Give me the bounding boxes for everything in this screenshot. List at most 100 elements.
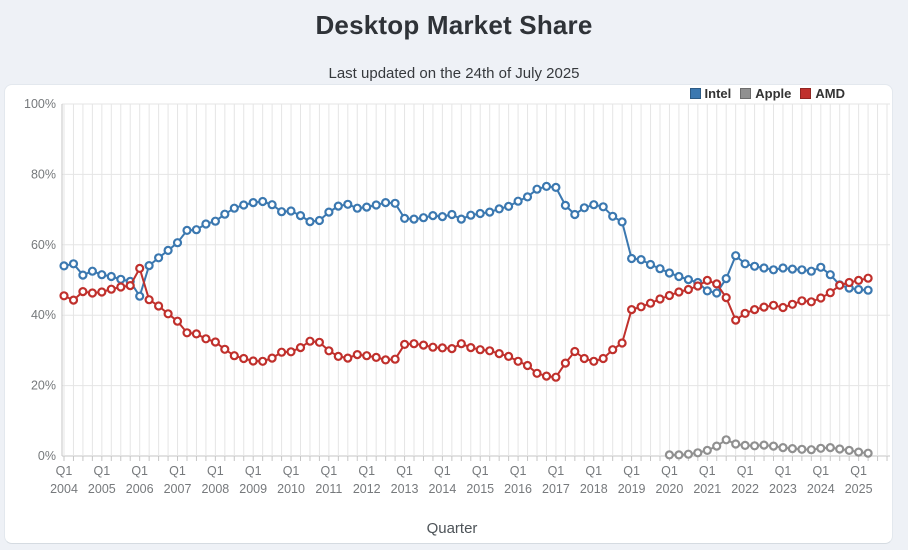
apple-point (759, 440, 769, 450)
intel-point (522, 192, 533, 202)
apple-swatch-icon (740, 88, 752, 99)
apple-point (683, 449, 694, 459)
x-tick-quarter: Q1 (775, 464, 792, 478)
amd-point (371, 352, 381, 362)
amd-point (721, 293, 731, 303)
intel-point (182, 225, 192, 235)
amd-point (740, 308, 750, 318)
x-tick-quarter: Q1 (396, 464, 413, 478)
amd-point (806, 297, 816, 307)
x-tick-quarter: Q1 (661, 464, 678, 478)
intel-point (201, 219, 211, 229)
legend-label-apple: Apple (755, 86, 792, 101)
amd-point (125, 281, 135, 291)
amd-point (97, 287, 107, 297)
x-tick-quarter: Q1 (245, 464, 262, 478)
x-tick-year: 2019 (618, 482, 646, 496)
x-tick-year: 2010 (277, 482, 305, 496)
amd-point (787, 299, 798, 309)
intel-point (163, 245, 173, 255)
intel-point (78, 270, 88, 280)
apple-point (816, 443, 826, 453)
intel-point (305, 217, 315, 227)
intel-point (504, 201, 514, 212)
amd-point (182, 328, 192, 338)
x-tick-quarter: Q1 (358, 464, 375, 478)
legend-label-amd: AMD (815, 86, 845, 101)
amd-point (712, 279, 722, 289)
amd-point (853, 275, 864, 285)
apple-point (853, 447, 864, 457)
amd-point (258, 356, 268, 366)
intel-point (371, 200, 381, 210)
intel-point (314, 215, 324, 226)
amd-point (664, 290, 675, 301)
amd-point (314, 337, 324, 347)
legend-item-amd[interactable]: AMD (800, 86, 845, 101)
market-share-chart[interactable]: 0% 20% 40% 60% 80% 100% Q1 2004 Q1 2005 Q1 2006 Q1 20… (0, 84, 908, 550)
amd-point (456, 339, 466, 349)
x-tick-year: 2018 (580, 482, 608, 496)
amd-point (513, 356, 523, 366)
amd-point (447, 344, 457, 354)
amd-point (693, 281, 703, 291)
x-axis-title: Quarter (427, 520, 478, 537)
apple-point (768, 441, 779, 451)
y-tick-label: 0% (38, 449, 56, 463)
intel-point (267, 200, 277, 210)
legend-item-intel[interactable]: Intel (689, 86, 731, 101)
amd-point (494, 349, 504, 359)
intel-point (324, 207, 334, 217)
intel-point (333, 201, 343, 211)
amd-point (617, 338, 627, 348)
intel-point (570, 209, 580, 220)
intel-point (343, 199, 353, 209)
intel-point (258, 196, 268, 207)
x-tick-quarter: Q1 (472, 464, 489, 478)
intel-point (418, 213, 429, 223)
series-apple (664, 435, 873, 460)
amd-point (277, 347, 287, 357)
x-tick-year: 2014 (428, 482, 456, 496)
intel-point (816, 262, 826, 272)
x-tick-year: 2005 (88, 482, 116, 496)
intel-point (239, 200, 249, 210)
amd-point (409, 339, 419, 349)
amd-point (362, 351, 372, 361)
amd-point (816, 293, 826, 303)
amd-point (390, 354, 400, 364)
intel-point (674, 271, 684, 282)
amd-point (570, 346, 580, 357)
x-tick-quarter: Q1 (510, 464, 527, 478)
amd-point (78, 287, 88, 297)
amd-point (541, 371, 552, 381)
amd-point (428, 342, 438, 352)
apple-point (702, 445, 712, 455)
x-tick-year: 2004 (50, 482, 78, 496)
x-tick-year: 2025 (845, 482, 873, 496)
y-tick-label: 40% (31, 308, 56, 322)
amd-point (295, 343, 306, 353)
legend-item-apple[interactable]: Apple (740, 86, 791, 101)
intel-point (731, 251, 741, 261)
amd-point (683, 284, 694, 295)
x-tick-year: 2016 (504, 482, 532, 496)
intel-point (220, 209, 230, 219)
amd-point (59, 291, 69, 301)
apple-point (721, 435, 731, 445)
apple-point (863, 448, 873, 458)
intel-point (352, 203, 362, 213)
intel-point (475, 208, 485, 219)
x-tick-year: 2024 (807, 482, 835, 496)
x-tick-quarter: Q1 (737, 464, 754, 478)
amd-point (844, 277, 854, 288)
amd-point (172, 316, 183, 326)
intel-point (532, 184, 542, 194)
x-axis-labels: Q1 2004 Q1 2005 Q1 2006 Q1 2007 Q1 2008 Q1 2009 Q1 20… (50, 464, 872, 496)
amd-point (825, 288, 835, 298)
apple-point (693, 448, 703, 458)
page-subtitle: Last updated on the 24th of July 2025 (328, 65, 580, 82)
intel-point (210, 216, 220, 226)
amd-point (579, 353, 589, 364)
intel-point (295, 211, 306, 221)
